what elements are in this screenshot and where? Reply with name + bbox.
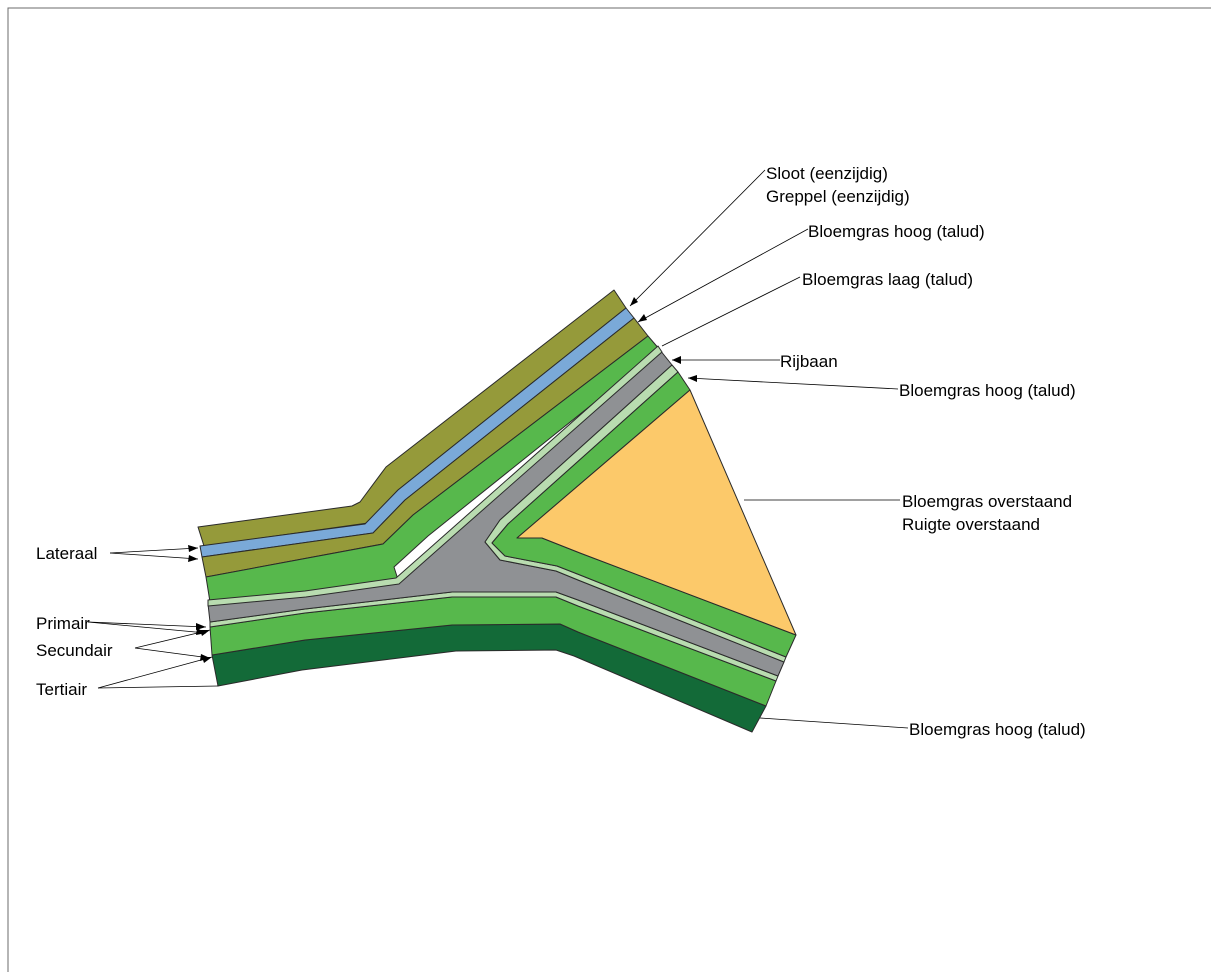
- arrow-head: [196, 623, 206, 630]
- arrow-head: [638, 314, 647, 322]
- drawing-frame: [7, 7, 1211, 972]
- label-greppel: Greppel (eenzijdig): [766, 187, 910, 206]
- arrow-head: [188, 545, 198, 552]
- arrow-head: [672, 356, 681, 364]
- arrow-head: [200, 630, 210, 636]
- label-sloot: Sloot (eenzijdig): [766, 164, 888, 183]
- arrow-head: [630, 297, 638, 306]
- leader-bloemgras-hoog-2: [687, 377, 899, 390]
- leader-lateraal-b: [109, 552, 199, 560]
- leader-bloemgras-laag: [661, 276, 801, 347]
- leader-sloot: [629, 169, 766, 307]
- label-bloemgras-hoog-2: Bloemgras hoog (talud): [899, 381, 1076, 400]
- label-rijbaan: Rijbaan: [780, 352, 838, 371]
- leader-tertiair-a: [97, 656, 213, 689]
- leader-lateraal-a: [109, 547, 199, 554]
- leader-primair-b: [87, 621, 207, 634]
- label-bloemgras-overstaand: Bloemgras overstaand: [902, 492, 1072, 511]
- leader-primair-a: [87, 621, 207, 628]
- label-tertiair: Tertiair: [36, 680, 87, 699]
- leader-bloemgras-hoog-1: [637, 228, 809, 323]
- arrow-heads: [188, 297, 697, 663]
- leader-secundair-b: [134, 647, 211, 659]
- label-bloemgras-hoog-3: Bloemgras hoog (talud): [909, 720, 1086, 739]
- label-primair: Primair: [36, 614, 90, 633]
- label-secundair: Secundair: [36, 641, 113, 660]
- leader-bloemgras-hoog-3: [759, 717, 909, 729]
- light-green-strip-upper: [207, 345, 663, 607]
- arrow-head: [688, 375, 697, 382]
- arrow-head: [202, 657, 212, 663]
- label-bloemgras-laag: Bloemgras laag (talud): [802, 270, 973, 289]
- overstaand-triangle: [516, 389, 797, 636]
- label-ruigte-overstaand: Ruigte overstaand: [902, 515, 1040, 534]
- label-lateraal: Lateraal: [36, 544, 97, 563]
- leader-tertiair-b: [97, 685, 219, 689]
- label-bloemgras-hoog-1: Bloemgras hoog (talud): [808, 222, 985, 241]
- arrow-head: [188, 555, 198, 562]
